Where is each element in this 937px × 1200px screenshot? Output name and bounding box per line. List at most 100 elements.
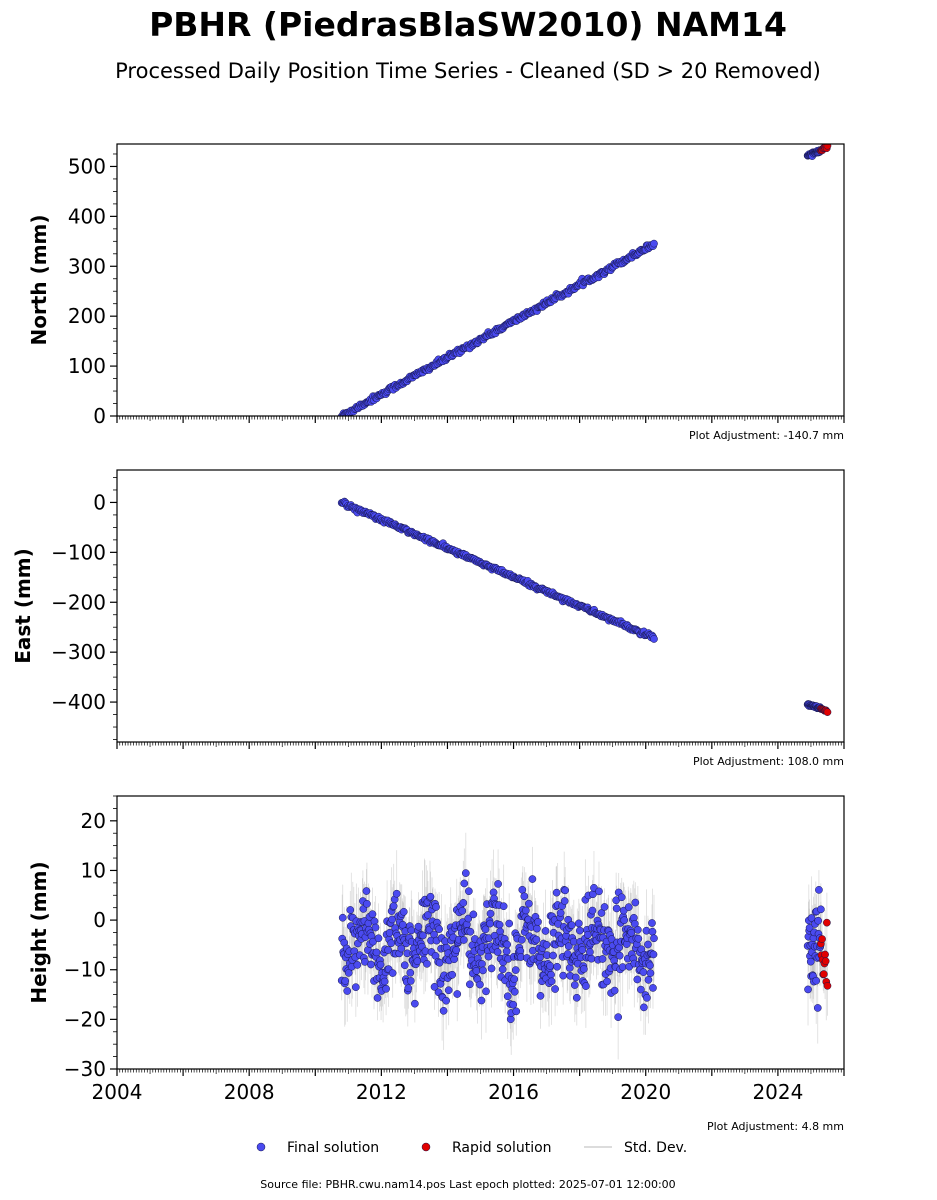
final-solution-point bbox=[574, 919, 583, 928]
final-solution-point bbox=[459, 936, 468, 944]
y-tick-label: −10 bbox=[64, 958, 106, 982]
legend-rapid-marker bbox=[421, 1142, 431, 1152]
final-solution-point bbox=[630, 919, 639, 928]
final-solution-point bbox=[534, 918, 542, 926]
final-solution-point bbox=[637, 985, 645, 994]
final-solution-point bbox=[814, 916, 822, 925]
final-solution-point bbox=[486, 909, 495, 918]
final-solution-point bbox=[587, 954, 596, 963]
plot-area bbox=[337, 144, 832, 416]
final-solution-point bbox=[380, 977, 389, 986]
final-solution-point bbox=[640, 1003, 648, 1012]
final-solution-point bbox=[582, 982, 590, 990]
rapid-solution-point bbox=[823, 981, 832, 990]
x-tick-label: 2004 bbox=[92, 1080, 143, 1104]
final-solution-point bbox=[646, 969, 655, 977]
final-solution-point bbox=[459, 899, 468, 907]
final-solution-point bbox=[453, 990, 462, 998]
final-solution-point bbox=[806, 957, 815, 966]
final-solution-point bbox=[541, 927, 550, 935]
final-solution-point bbox=[631, 898, 640, 907]
final-solution-point bbox=[533, 924, 541, 933]
final-solution-point bbox=[569, 937, 578, 946]
final-solution-point bbox=[499, 902, 508, 911]
final-solution-point bbox=[389, 902, 398, 910]
final-solution-point bbox=[388, 915, 397, 924]
final-solution-point bbox=[815, 886, 823, 894]
final-solution-point bbox=[575, 926, 584, 935]
final-solution-point bbox=[812, 976, 821, 985]
final-solution-point bbox=[620, 916, 629, 925]
final-solution-point bbox=[482, 987, 490, 996]
final-solution-point bbox=[633, 925, 642, 934]
final-solution-point bbox=[341, 977, 350, 985]
final-solution-point bbox=[458, 906, 467, 915]
final-solution-point bbox=[627, 928, 636, 937]
final-solution-point bbox=[505, 919, 514, 928]
y-tick-label: −200 bbox=[51, 590, 106, 614]
final-solution-point bbox=[510, 987, 519, 996]
final-solution-point bbox=[549, 951, 557, 960]
final-solution-point bbox=[398, 920, 407, 929]
final-solution-point bbox=[426, 892, 435, 901]
final-solution-point bbox=[382, 984, 390, 993]
final-solution-point bbox=[368, 910, 377, 919]
final-solution-point bbox=[477, 996, 486, 1005]
final-solution-point bbox=[600, 903, 609, 911]
final-solution-point bbox=[578, 945, 587, 954]
final-solution-point bbox=[423, 959, 431, 968]
final-solution-point bbox=[435, 958, 444, 967]
final-solution-point bbox=[388, 969, 397, 977]
rapid-solution-point bbox=[823, 918, 831, 927]
final-solution-point bbox=[502, 947, 511, 956]
final-solution-point bbox=[369, 937, 377, 946]
final-solution-point bbox=[648, 919, 656, 927]
y-tick-label: −20 bbox=[64, 1007, 106, 1031]
final-solution-point bbox=[615, 951, 624, 960]
final-solution-point bbox=[580, 965, 588, 973]
panel-3: −30 −20 −10 0 10 20 2004 2008 2012 2016 2020 2024 He… bbox=[27, 795, 845, 1133]
axes-frame bbox=[116, 143, 845, 417]
final-solution-point bbox=[807, 914, 816, 922]
final-solution-point bbox=[588, 906, 597, 915]
final-solution-point bbox=[520, 892, 529, 901]
x-tick-label: 2008 bbox=[224, 1080, 275, 1104]
final-solution-point bbox=[813, 1004, 822, 1012]
final-solution-point bbox=[618, 963, 627, 971]
final-solution-point bbox=[444, 986, 453, 995]
final-solution-point bbox=[469, 910, 478, 919]
final-solution-point bbox=[439, 1006, 448, 1015]
final-solution-point bbox=[614, 1013, 623, 1021]
final-solution-point bbox=[547, 977, 556, 986]
final-solution-point bbox=[553, 962, 561, 971]
panel-2: −400 −300 −200 −100 0 East (mm) Plot Adjustmen… bbox=[11, 469, 845, 768]
final-solution-point bbox=[478, 960, 486, 968]
legend-std-label: Std. Dev. bbox=[624, 1140, 687, 1156]
final-solution-point bbox=[546, 962, 554, 970]
final-solution-point bbox=[603, 977, 611, 986]
plot-adjustment-note: Plot Adjustment: 4.8 mm bbox=[707, 1120, 844, 1133]
final-solution-point bbox=[559, 971, 568, 980]
y-axis-label: North (mm) bbox=[27, 214, 51, 345]
final-solution-point bbox=[650, 635, 658, 643]
plot-adjustment-note: Plot Adjustment: -140.7 mm bbox=[689, 429, 844, 442]
y-tick-label: 500 bbox=[68, 154, 106, 178]
final-solution-point bbox=[486, 919, 494, 928]
final-solution-point bbox=[650, 239, 658, 248]
final-solution-point bbox=[419, 931, 427, 940]
panel-1: 0 100 200 300 400 500 North (mm) Plot Adjustmen… bbox=[27, 143, 845, 442]
final-solution-point bbox=[495, 920, 504, 929]
final-solution-point bbox=[804, 985, 812, 994]
rapid-solution-point bbox=[821, 957, 830, 965]
final-solution-point bbox=[344, 969, 353, 977]
final-solution-point bbox=[532, 935, 541, 944]
final-solution-point bbox=[633, 975, 642, 984]
final-solution-point bbox=[571, 973, 580, 982]
final-solution-point bbox=[598, 955, 607, 963]
x-tick-label: 2020 bbox=[620, 1080, 671, 1104]
rapid-solution-point bbox=[823, 708, 832, 716]
x-tick-label: 2024 bbox=[752, 1080, 803, 1104]
final-solution-point bbox=[634, 934, 643, 943]
